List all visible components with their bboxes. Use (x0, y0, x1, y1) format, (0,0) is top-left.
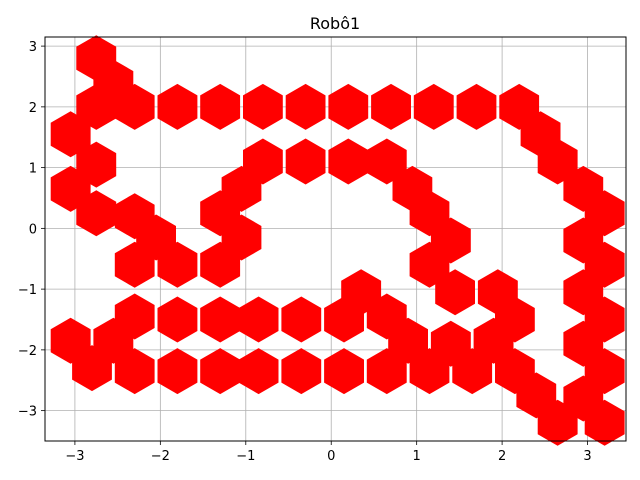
data-point (324, 296, 364, 343)
data-point (388, 317, 428, 364)
x-tick-label: −3 (65, 449, 84, 464)
data-point (200, 83, 241, 130)
data-point (157, 83, 198, 130)
x-tick-label: 0 (327, 449, 335, 464)
x-tick-label: −1 (236, 449, 255, 464)
data-point (50, 111, 91, 158)
data-point (456, 83, 497, 130)
data-point (281, 296, 322, 343)
data-point (157, 348, 198, 395)
data-point (114, 83, 155, 130)
data-point (238, 348, 279, 395)
data-point (72, 345, 112, 392)
data-point (76, 83, 117, 130)
data-point (114, 241, 155, 288)
data-point (285, 138, 326, 185)
y-tick-label: −1 (18, 283, 37, 298)
data-point (366, 348, 407, 395)
data-point (114, 348, 155, 395)
y-tick-label: 0 (29, 222, 37, 237)
plot-frame (44, 36, 627, 442)
data-point (409, 241, 450, 288)
data-point (200, 296, 241, 343)
x-tick-label: 1 (413, 449, 421, 464)
y-tick-label: 1 (29, 162, 37, 177)
data-point (328, 138, 369, 185)
x-tick-label: −2 (151, 449, 170, 464)
data-point (477, 269, 518, 316)
data-point (243, 83, 283, 130)
x-tick-label: 2 (498, 449, 506, 464)
data-point (200, 241, 241, 288)
data-point (413, 83, 454, 130)
data-point (366, 138, 407, 185)
data-point (328, 83, 369, 130)
data-point (76, 190, 117, 237)
data-points (50, 35, 625, 446)
data-point (435, 269, 475, 316)
data-point (285, 83, 326, 130)
data-point (157, 241, 198, 288)
y-axis: −3 −2 −1 0 1 2 3 (18, 40, 45, 420)
y-tick-label: −2 (18, 344, 37, 359)
y-tick-label: 2 (29, 101, 37, 116)
data-point (537, 399, 578, 446)
data-point (430, 320, 471, 367)
data-point (584, 399, 625, 446)
data-point (324, 348, 364, 395)
y-tick-label: 3 (29, 40, 37, 55)
data-point (200, 348, 241, 395)
x-tick-label: 3 (583, 449, 591, 464)
y-tick-label: −3 (18, 405, 37, 420)
data-point (537, 138, 578, 185)
chart-title: Robô1 (310, 14, 360, 33)
x-axis: −3 −2 −1 0 1 2 3 (65, 441, 592, 464)
data-point (281, 348, 322, 395)
data-point (371, 83, 411, 130)
data-point (238, 296, 279, 343)
data-point (157, 296, 198, 343)
